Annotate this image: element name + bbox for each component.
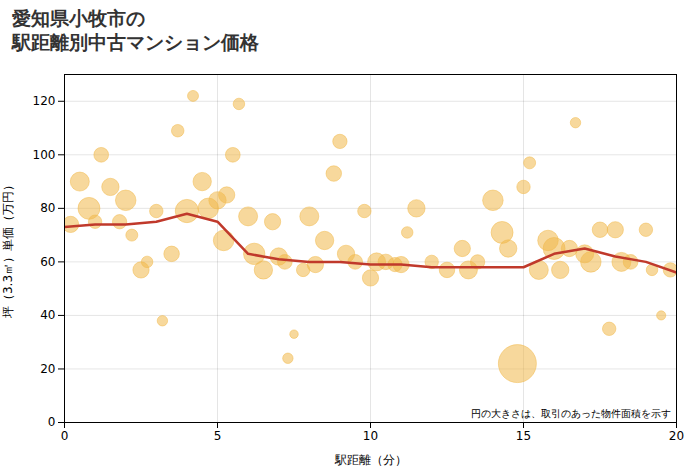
svg-text:10: 10	[363, 429, 378, 443]
svg-text:坪（3.3㎡）単価（万円）: 坪（3.3㎡）単価（万円）	[1, 179, 15, 319]
svg-text:20: 20	[669, 429, 684, 443]
svg-text:0: 0	[48, 415, 56, 429]
svg-text:60: 60	[40, 255, 55, 269]
svg-text:駅距離（分）: 駅距離（分）	[334, 453, 407, 467]
svg-text:円の大きさは、取引のあった物件面積を示す: 円の大きさは、取引のあった物件面積を示す	[471, 408, 671, 419]
svg-text:15: 15	[516, 429, 531, 443]
svg-text:80: 80	[40, 201, 55, 215]
svg-text:40: 40	[40, 308, 55, 322]
svg-text:0: 0	[61, 429, 69, 443]
svg-text:100: 100	[33, 148, 56, 162]
svg-text:20: 20	[40, 362, 55, 376]
svg-text:120: 120	[33, 94, 56, 108]
html-text:駅距離別中古マンション価格: 駅距離別中古マンション価格	[12, 31, 259, 53]
svg-text:5: 5	[214, 429, 222, 443]
html-text:愛知県小牧市の: 愛知県小牧市の	[12, 7, 145, 29]
